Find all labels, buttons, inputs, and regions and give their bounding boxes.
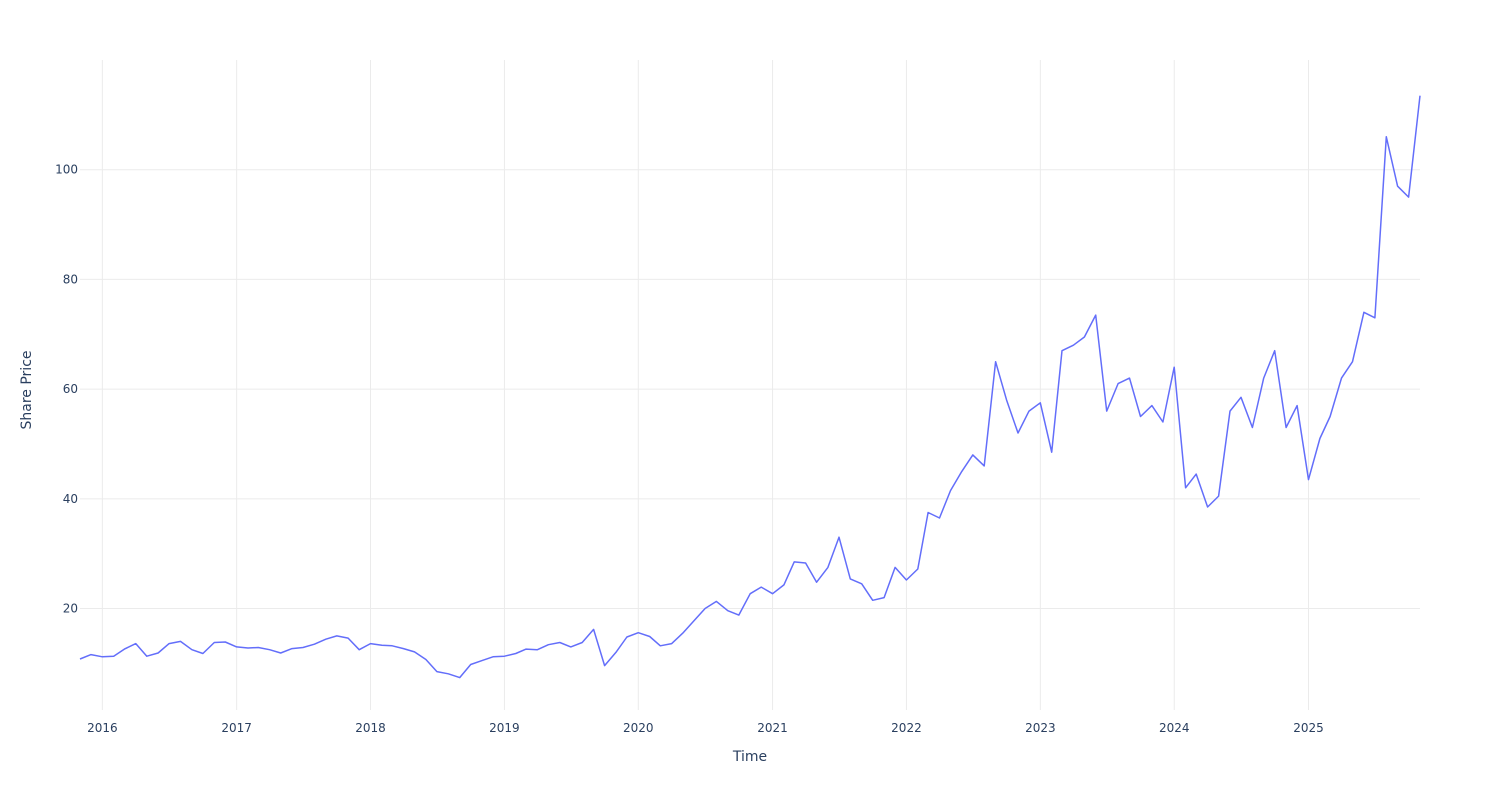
- y-tick-label: 60: [63, 382, 78, 396]
- y-tick-label: 20: [63, 602, 78, 616]
- x-tick-label: 2023: [1025, 721, 1056, 735]
- y-tick-label: 40: [63, 492, 78, 506]
- x-tick-label: 2024: [1159, 721, 1190, 735]
- x-tick-label: 2022: [891, 721, 922, 735]
- grid-layer: [80, 60, 1420, 710]
- y-tick-label: 100: [55, 163, 78, 177]
- x-tick-label: 2025: [1293, 721, 1324, 735]
- x-tick-label: 2018: [355, 721, 386, 735]
- series-layer: [79, 95, 1421, 679]
- x-tick-label: 2016: [87, 721, 118, 735]
- x-tick-label: 2019: [489, 721, 520, 735]
- x-tick-label: 2017: [221, 721, 252, 735]
- y-tick-label: 80: [63, 272, 78, 286]
- x-tick-label: 2021: [757, 721, 788, 735]
- tick-layer: 2016 2017 2018 2019 2020 2021 2022 2023 2024 2025…: [55, 163, 1324, 735]
- x-axis-title: Time: [732, 749, 767, 765]
- series-line-0: [79, 95, 1421, 679]
- x-tick-label: 2020: [623, 721, 654, 735]
- y-axis-title: Share Price: [19, 350, 35, 429]
